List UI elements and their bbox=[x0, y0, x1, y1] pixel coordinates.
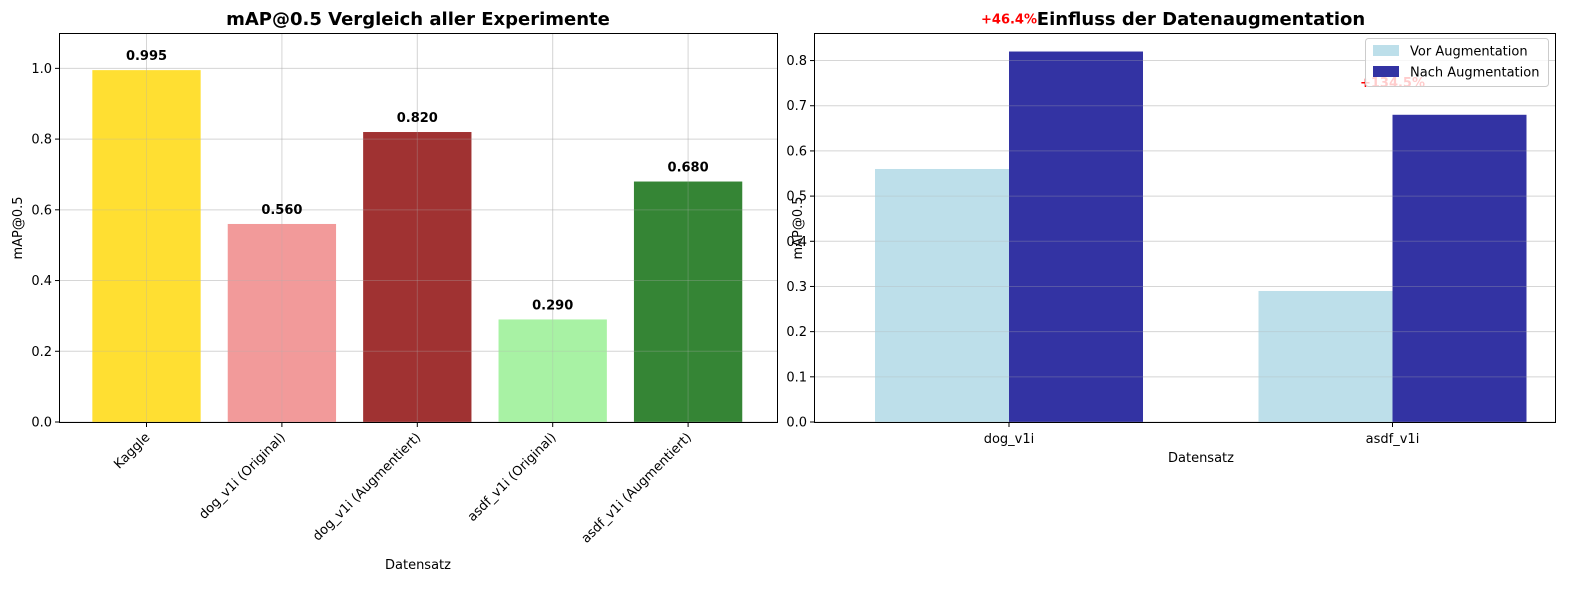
chart1-ytick-label: 0.0 bbox=[31, 416, 52, 431]
chart1-value-label: 0.290 bbox=[532, 298, 573, 313]
chart1-xtick-label: dog_v1i (Augmentiert) bbox=[310, 430, 424, 544]
chart2-bar-before bbox=[1258, 290, 1393, 422]
chart2-legend-label: Nach Augmentation bbox=[1410, 66, 1539, 81]
chart2-y-axis-label: mAP@0.5 bbox=[791, 196, 806, 259]
chart2-xtick-label: asdf_v1i bbox=[1366, 432, 1420, 447]
chart1-xtick-label: asdf_v1i (Augmentiert) bbox=[579, 430, 695, 546]
chart2-bar-after bbox=[1392, 114, 1527, 422]
chart1-title: mAP@0.5 Vergleich aller Experimente bbox=[226, 9, 610, 30]
chart2-legend-swatch bbox=[1373, 45, 1399, 56]
chart1-bar bbox=[498, 319, 607, 422]
chart1-value-label: 0.820 bbox=[397, 111, 438, 126]
chart2-ytick-label: 0.8 bbox=[786, 54, 807, 69]
chart2-xtick-label: dog_v1i bbox=[984, 432, 1035, 447]
chart2-legend: Vor Augmentation Nach Augmentation bbox=[1365, 38, 1549, 87]
chart1-value-label: 0.560 bbox=[261, 203, 302, 218]
chart1-bar bbox=[92, 70, 201, 422]
chart2-x-axis-label: Datensatz bbox=[1168, 451, 1234, 466]
chart1-ytick-label: 0.8 bbox=[31, 133, 52, 148]
chart1-bar bbox=[633, 181, 743, 422]
chart2-ytick-label: 0.5 bbox=[786, 190, 807, 205]
chart2-ytick-label: 0.3 bbox=[786, 280, 807, 295]
chart2-bar-after bbox=[1009, 51, 1143, 423]
chart2-ytick-label: 0.2 bbox=[786, 325, 807, 340]
chart1-x-axis: Kaggle dog_v1i (Original) dog_v1i (Augment… bbox=[111, 422, 695, 546]
chart1-bar bbox=[363, 132, 472, 422]
chart2-ytick-label: 0.7 bbox=[786, 99, 807, 114]
chart1-y-axis-label: mAP@0.5 bbox=[11, 196, 26, 259]
chart2-bar-before bbox=[875, 168, 1009, 422]
chart2-bars bbox=[815, 51, 1555, 423]
chart2-ytick-label: 0.4 bbox=[786, 235, 807, 250]
chart1-ytick-label: 0.6 bbox=[31, 203, 52, 218]
chart2-frame bbox=[814, 33, 1556, 423]
chart2-legend-label: Vor Augmentation bbox=[1410, 45, 1528, 60]
chart2-ytick-label: 0.0 bbox=[786, 416, 807, 431]
chart2-annotation: +46.4% bbox=[981, 13, 1037, 28]
chart1-value-labels: 0.995 0.560 0.820 0.290 0.680 bbox=[126, 49, 709, 313]
chart1-xtick-label: asdf_v1i (Original) bbox=[465, 430, 560, 525]
chart2-title: Einfluss der Datenaugmentation bbox=[1037, 9, 1365, 30]
chart-map-comparison: mAP@0.5 Vergleich aller Experimente 0.99… bbox=[11, 9, 778, 573]
chart2-ytick-label: 0.1 bbox=[786, 370, 807, 385]
chart2-ytick-label: 0.6 bbox=[786, 144, 807, 159]
chart1-bars bbox=[60, 33, 777, 423]
chart2-legend-swatch bbox=[1373, 66, 1399, 77]
chart1-xtick-label: Kaggle bbox=[111, 430, 153, 472]
chart1-ytick-label: 0.2 bbox=[31, 345, 52, 360]
chart1-x-axis-label: Datensatz bbox=[385, 558, 451, 573]
chart1-xtick-label: dog_v1i (Original) bbox=[196, 430, 288, 522]
chart2-legend-box bbox=[1365, 38, 1549, 87]
chart1-frame bbox=[59, 33, 778, 423]
chart1-ytick-label: 0.4 bbox=[31, 274, 52, 289]
chart1-bar bbox=[227, 223, 337, 422]
chart2-y-axis: 0.0 0.1 0.2 0.3 0.4 0.5 0.6 0.7 0.8 bbox=[786, 54, 815, 431]
chart1-y-axis: 0.0 0.2 0.4 0.6 0.8 1.0 bbox=[31, 62, 60, 431]
chart2-x-axis: dog_v1i asdf_v1i bbox=[984, 422, 1420, 447]
chart1-ytick-label: 1.0 bbox=[31, 62, 52, 77]
chart1-value-label: 0.995 bbox=[126, 49, 167, 64]
chart-augmentation-effect: Einfluss der Datenaugmentation +46.4%+13… bbox=[786, 9, 1556, 466]
chart1-value-label: 0.680 bbox=[668, 161, 709, 176]
